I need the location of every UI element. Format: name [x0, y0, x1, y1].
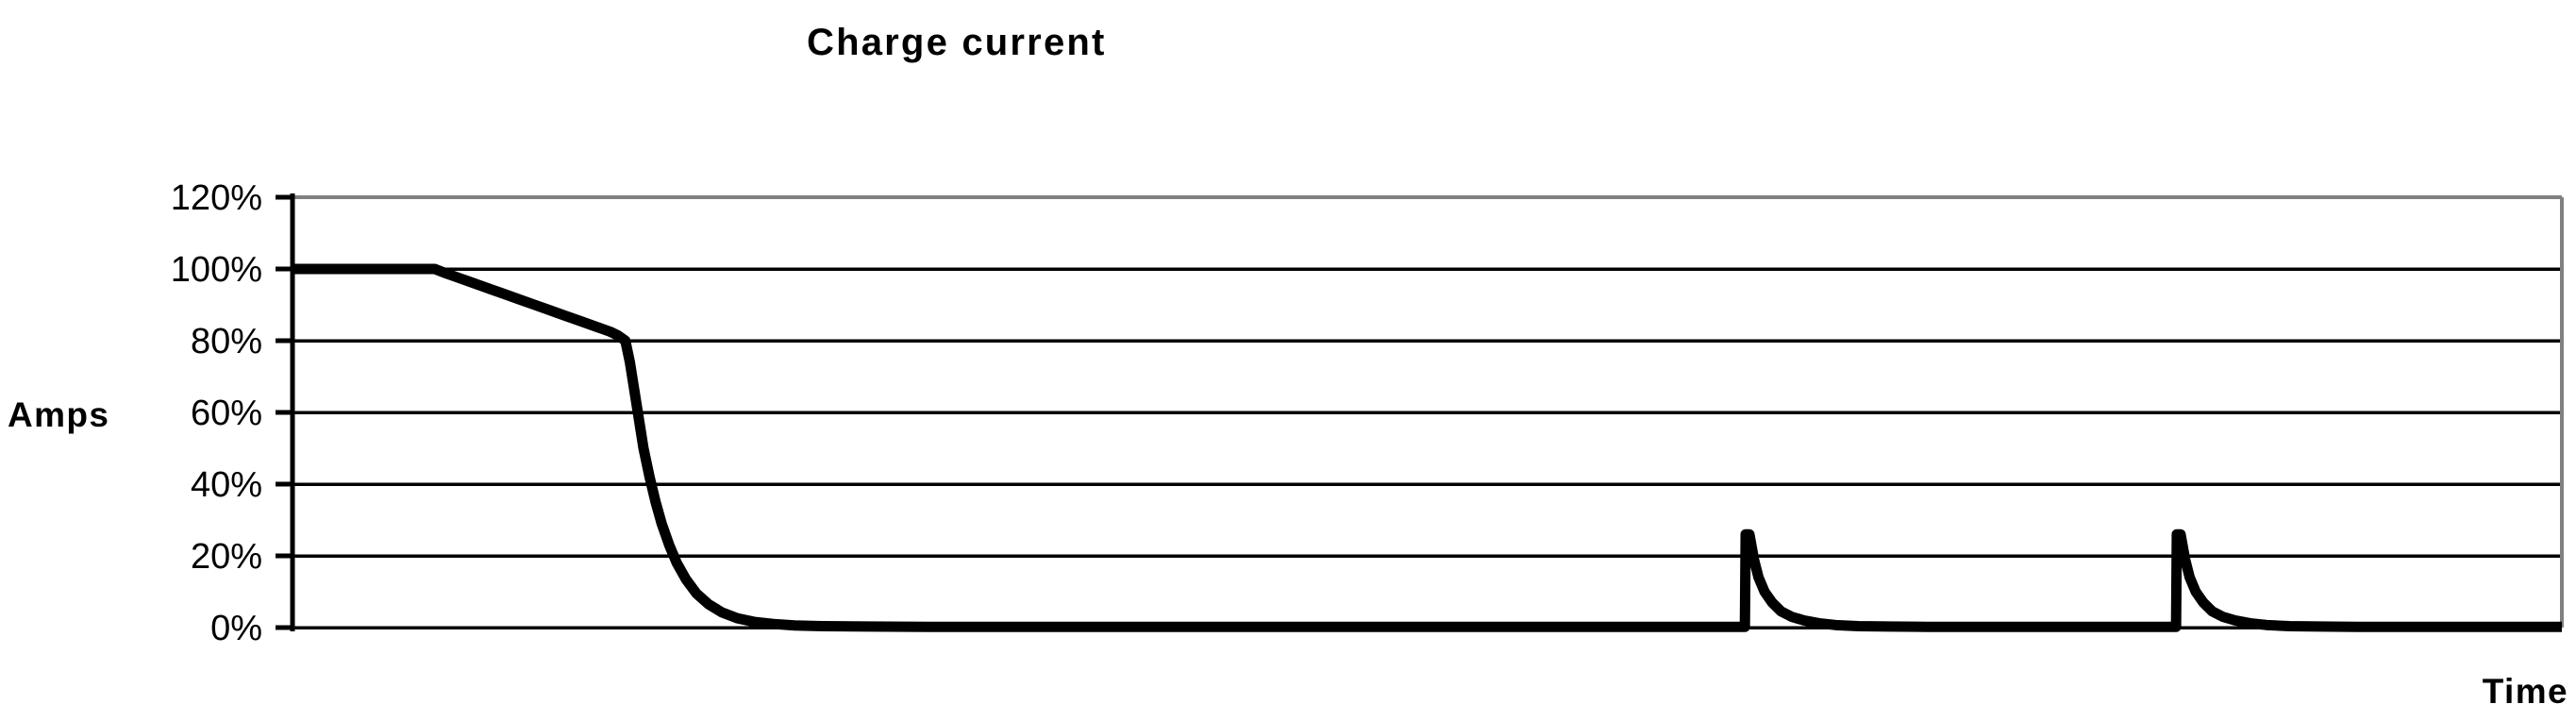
- charge-current-series: [293, 263, 2562, 632]
- y-tick-label-120: 120%: [171, 178, 262, 218]
- y-tick-label-group: 120% 100% 80% 60% 40% 20% 0%: [171, 178, 262, 648]
- y-tick-label-40: 40%: [191, 465, 262, 505]
- y-tick-mark-group: [276, 194, 294, 630]
- y-axis-title: Amps: [8, 395, 109, 434]
- y-tick-label-20: 20%: [191, 537, 262, 577]
- y-tick-label-100: 100%: [171, 250, 262, 290]
- y-tick-label-0: 0%: [210, 609, 262, 648]
- chart-title: Charge current: [807, 22, 1107, 63]
- plot-area-border: [293, 195, 2564, 628]
- x-axis-title: Time: [2483, 672, 2568, 711]
- y-tick-label-80: 80%: [191, 322, 262, 361]
- y-tick-label-60: 60%: [191, 394, 262, 433]
